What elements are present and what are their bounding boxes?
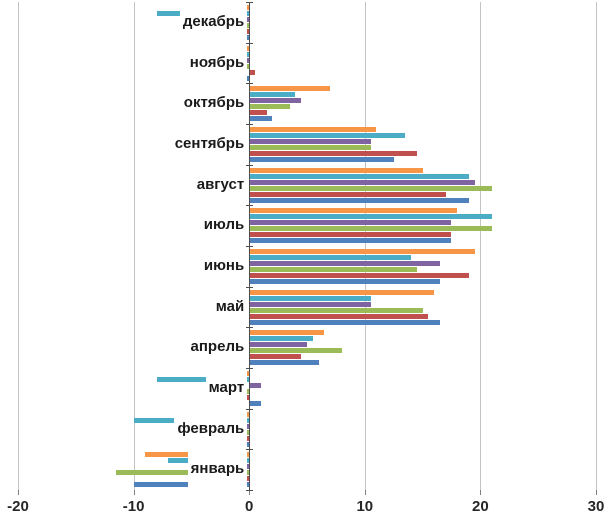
bar-teal-сентябрь (249, 132, 406, 138)
x-axis-tick-label: -20 (7, 498, 29, 515)
category-label-декабрь: декабрь (179, 2, 248, 43)
bar-blue-август (249, 197, 469, 203)
gridline (133, 2, 135, 490)
bar-red-ноябрь (249, 69, 255, 75)
gridline (364, 2, 366, 490)
category-axis-tick (246, 449, 254, 450)
category-label-ноябрь: ноябрь (186, 42, 248, 84)
category-axis-tick (246, 2, 254, 3)
bar-purple-октябрь (249, 98, 302, 104)
bar-red-август (249, 191, 446, 197)
bar-purple-сентябрь (249, 138, 371, 144)
bar-blue-октябрь (249, 116, 273, 122)
gridline (18, 2, 19, 490)
category-axis-tick (246, 165, 254, 166)
bar-blue-май (249, 319, 440, 325)
bar-green-июль (249, 226, 492, 232)
bar-teal-июнь (249, 254, 412, 260)
bar-green-январь (116, 470, 250, 476)
bar-purple-август (249, 179, 475, 185)
bar-red-июнь (249, 272, 469, 278)
bar-red-май (249, 313, 429, 319)
category-label-июнь: июнь (200, 246, 248, 287)
bar-purple-июнь (249, 260, 440, 266)
category-axis-tick (246, 205, 254, 206)
bar-blue-сентябрь (249, 156, 394, 162)
bar-blue-апрель (249, 360, 319, 366)
bar-green-август (249, 185, 492, 191)
category-label-февраль: февраль (174, 408, 248, 450)
bar-teal-май (249, 295, 371, 301)
category-axis-tick (246, 246, 254, 247)
category-axis-tick (246, 327, 254, 328)
gridline (480, 2, 482, 490)
category-label-август: август (193, 164, 248, 206)
bar-orange-июнь (249, 248, 475, 254)
category-label-май: май (212, 286, 248, 328)
gridline (596, 2, 597, 490)
category-label-октябрь: октябрь (180, 83, 248, 124)
bar-red-июль (249, 232, 452, 238)
bar-teal-апрель (249, 336, 313, 342)
bar-orange-август (249, 167, 423, 173)
bar-purple-март (249, 382, 261, 388)
bar-orange-апрель (249, 330, 325, 336)
x-axis-tick-label: 0 (245, 498, 254, 515)
category-label-июль: июль (200, 205, 248, 246)
category-axis-tick (246, 124, 254, 125)
bar-green-сентябрь (249, 144, 371, 150)
axis-tick (18, 490, 19, 495)
category-axis-tick (246, 490, 254, 491)
bar-red-сентябрь (249, 150, 417, 156)
bar-orange-сентябрь (249, 126, 377, 132)
category-axis-tick (246, 83, 254, 84)
bar-green-апрель (249, 348, 342, 354)
bar-purple-июль (249, 220, 452, 226)
bar-green-октябрь (249, 104, 290, 110)
bar-purple-апрель (249, 342, 307, 348)
bar-red-октябрь (249, 110, 267, 116)
bar-green-июнь (249, 266, 417, 272)
bar-orange-июль (249, 208, 458, 214)
category-axis-tick (246, 368, 254, 369)
category-label-март: март (205, 368, 248, 409)
bar-teal-март (156, 376, 250, 382)
x-axis-tick-label: 30 (587, 498, 605, 515)
axis-tick (596, 490, 597, 495)
axis-tick (133, 490, 135, 495)
bar-green-май (249, 307, 423, 313)
x-axis-tick-label: 20 (472, 498, 489, 515)
bar-blue-июнь (249, 278, 440, 284)
bar-teal-июль (249, 214, 492, 220)
bar-purple-май (249, 301, 371, 307)
bar-orange-октябрь (249, 86, 331, 92)
category-label-сентябрь: сентябрь (171, 124, 248, 165)
bar-blue-март (249, 400, 261, 406)
axis-tick (249, 490, 251, 495)
category-axis-tick (246, 287, 254, 288)
category-label-январь: январь (187, 449, 248, 490)
category-axis-tick (246, 43, 254, 44)
bar-teal-август (249, 173, 469, 179)
axis-tick (364, 490, 366, 495)
category-axis-tick (246, 409, 254, 410)
bar-blue-июль (249, 238, 452, 244)
bar-red-апрель (249, 354, 302, 360)
axis-tick (480, 490, 482, 495)
x-axis-tick-label: -10 (122, 498, 145, 515)
category-label-апрель: апрель (187, 327, 248, 368)
x-axis-tick-label: 10 (356, 498, 374, 515)
bar-orange-май (249, 289, 435, 295)
bar-teal-октябрь (249, 92, 296, 98)
